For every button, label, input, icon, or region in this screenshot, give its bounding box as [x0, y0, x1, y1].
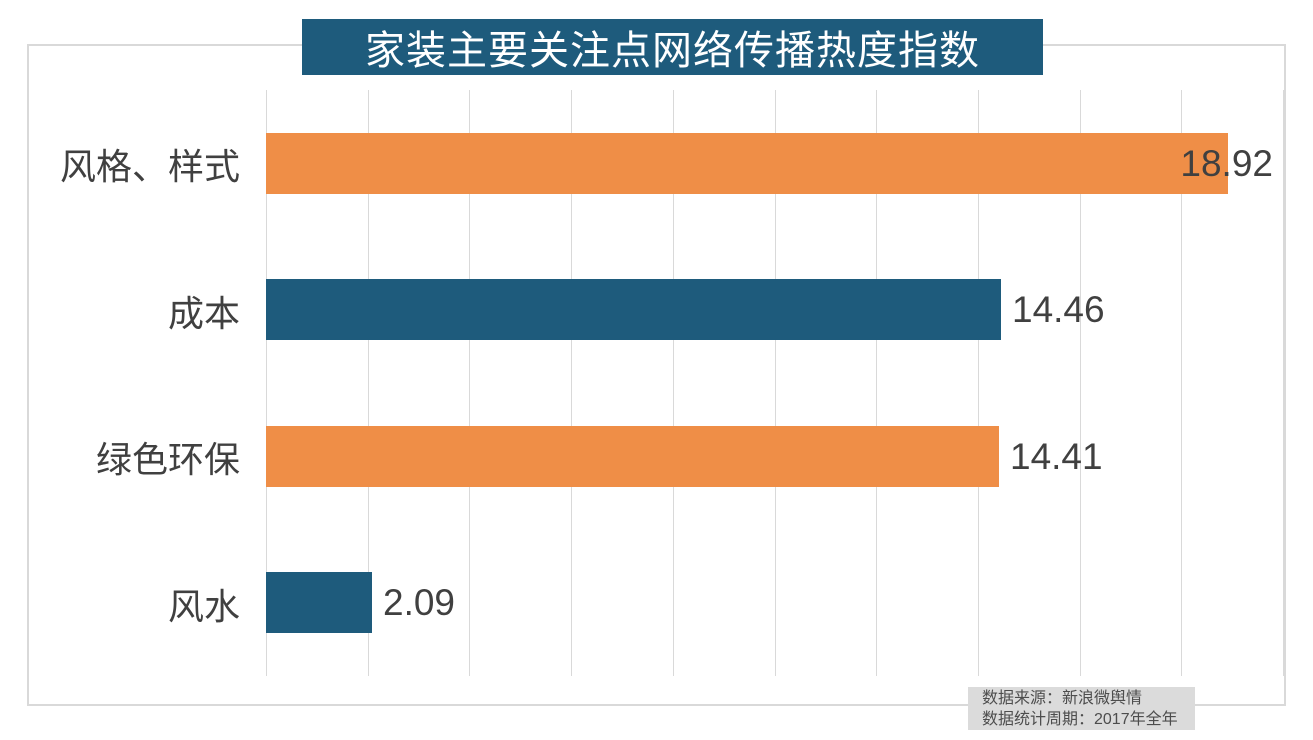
- gridline: [1181, 90, 1182, 676]
- bar-value-label: 18.92: [1180, 143, 1273, 184]
- gridline: [673, 90, 674, 676]
- bar-value-label: 14.46: [1012, 289, 1105, 330]
- gridline: [368, 90, 369, 676]
- gridline: [876, 90, 877, 676]
- category-label: 成本: [167, 293, 240, 334]
- source-line-2: 数据统计周期：2017年全年: [982, 711, 1178, 728]
- gridline: [1080, 90, 1081, 676]
- category-label: 风格、样式: [59, 146, 240, 187]
- category-label: 绿色环保: [95, 439, 240, 480]
- bar-value-label: 14.41: [1010, 436, 1103, 477]
- bar-0: [266, 133, 1228, 194]
- gridline: [775, 90, 776, 676]
- gridline: [1283, 90, 1284, 676]
- source-line-1: 数据来源：新浪微舆情: [982, 690, 1143, 707]
- bar-2: [266, 426, 999, 487]
- chart-title-text: 家装主要关注点网络传播热度指数: [365, 29, 980, 73]
- bar-value-label: 2.09: [383, 582, 456, 623]
- category-label: 风水: [167, 586, 240, 627]
- chart-title: 家装主要关注点网络传播热度指数: [302, 19, 1043, 75]
- gridline: [571, 90, 572, 676]
- source-note: 数据来源：新浪微舆情 数据统计周期：2017年全年: [968, 687, 1195, 730]
- bar-1: [266, 279, 1001, 340]
- gridline: [469, 90, 470, 676]
- category-axis: 风格、样式成本绿色环保风水: [27, 90, 240, 676]
- bar-3: [266, 572, 372, 633]
- gridline: [266, 90, 267, 676]
- plot-area: 18.92 14.46 14.41 2.09: [266, 90, 1284, 676]
- gridline: [978, 90, 979, 676]
